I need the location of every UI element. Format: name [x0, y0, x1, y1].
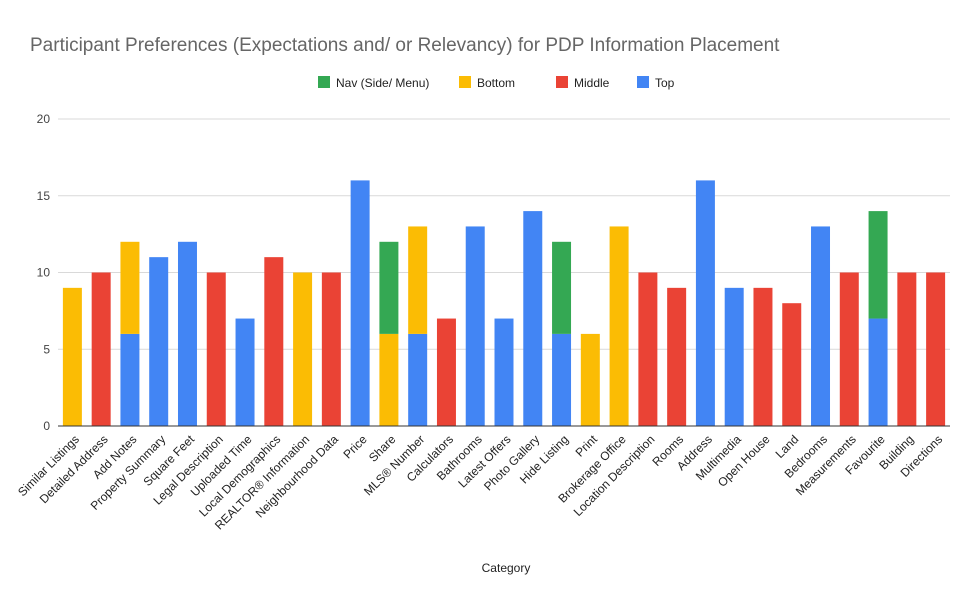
bar-top-multimedia — [724, 287, 744, 426]
bar-middle-location-description — [638, 272, 658, 426]
bar-bottom-similar-listings — [62, 287, 82, 426]
x-axis-title: Category — [482, 561, 531, 575]
bar-bottom-print — [580, 333, 600, 426]
bar-bottom-mls-number — [408, 226, 428, 334]
legend-label: Bottom — [477, 76, 515, 90]
bar-top-favourite — [868, 318, 888, 426]
bar-middle-legal-description — [206, 272, 226, 426]
bar-middle-calculators — [436, 318, 456, 426]
bar-middle-neighbourhood-data — [321, 272, 341, 426]
bar-middle-local-demographics — [264, 257, 284, 426]
bar-top-property-summary — [149, 257, 169, 426]
bar-bottom-add-notes — [120, 241, 140, 334]
bar-bottom-brokerage-office — [609, 226, 629, 426]
legend-label: Middle — [574, 76, 610, 90]
bar-top-hide-listing — [552, 333, 572, 426]
bar-top-latest-offers — [494, 318, 514, 426]
y-tick-label: 10 — [37, 266, 51, 280]
legend-item-bottom: Bottom — [459, 76, 515, 90]
bar-bottom-share — [379, 333, 399, 426]
chart-title: Participant Preferences (Expectations an… — [30, 35, 780, 56]
legend-swatch — [459, 76, 471, 88]
bar-middle-directions — [926, 272, 946, 426]
bar-bottom-realtor-information — [293, 272, 313, 426]
legend-label: Nav (Side/ Menu) — [336, 76, 429, 90]
bar-middle-measurements — [839, 272, 859, 426]
bar-nav-side-menu-share — [379, 241, 399, 334]
bar-nav-side-menu-hide-listing — [552, 241, 572, 334]
legend-swatch — [637, 76, 649, 88]
bar-top-add-notes — [120, 333, 140, 426]
bars — [62, 180, 946, 426]
legend-item-middle: Middle — [556, 76, 610, 90]
bar-nav-side-menu-favourite — [868, 211, 888, 319]
bar-middle-land — [782, 303, 802, 426]
bar-top-bathrooms — [465, 226, 485, 426]
y-tick-label: 20 — [37, 112, 51, 126]
bar-middle-rooms — [667, 287, 687, 426]
y-tick-label: 0 — [43, 419, 50, 433]
bar-middle-building — [897, 272, 917, 426]
bar-top-uploaded-time — [235, 318, 255, 426]
x-tick-label: Price — [341, 432, 370, 461]
legend-label: Top — [655, 76, 675, 90]
legend: Nav (Side/ Menu) Bottom Middle Top — [318, 76, 675, 90]
bar-middle-open-house — [753, 287, 773, 426]
legend-item-top: Top — [637, 76, 675, 90]
y-axis-ticks: 0 5 10 15 20 — [37, 112, 51, 433]
bar-top-square-feet — [177, 241, 197, 426]
bar-top-address — [695, 180, 715, 426]
bar-top-bedrooms — [811, 226, 831, 426]
legend-swatch — [556, 76, 568, 88]
legend-item-nav-side-menu: Nav (Side/ Menu) — [318, 76, 429, 90]
bar-top-photo-gallery — [523, 211, 543, 426]
legend-swatch — [318, 76, 330, 88]
y-tick-label: 5 — [43, 342, 50, 356]
bar-top-mls-number — [408, 333, 428, 426]
bar-middle-detailed-address — [91, 272, 111, 426]
y-tick-label: 15 — [37, 189, 51, 203]
bar-top-price — [350, 180, 370, 426]
